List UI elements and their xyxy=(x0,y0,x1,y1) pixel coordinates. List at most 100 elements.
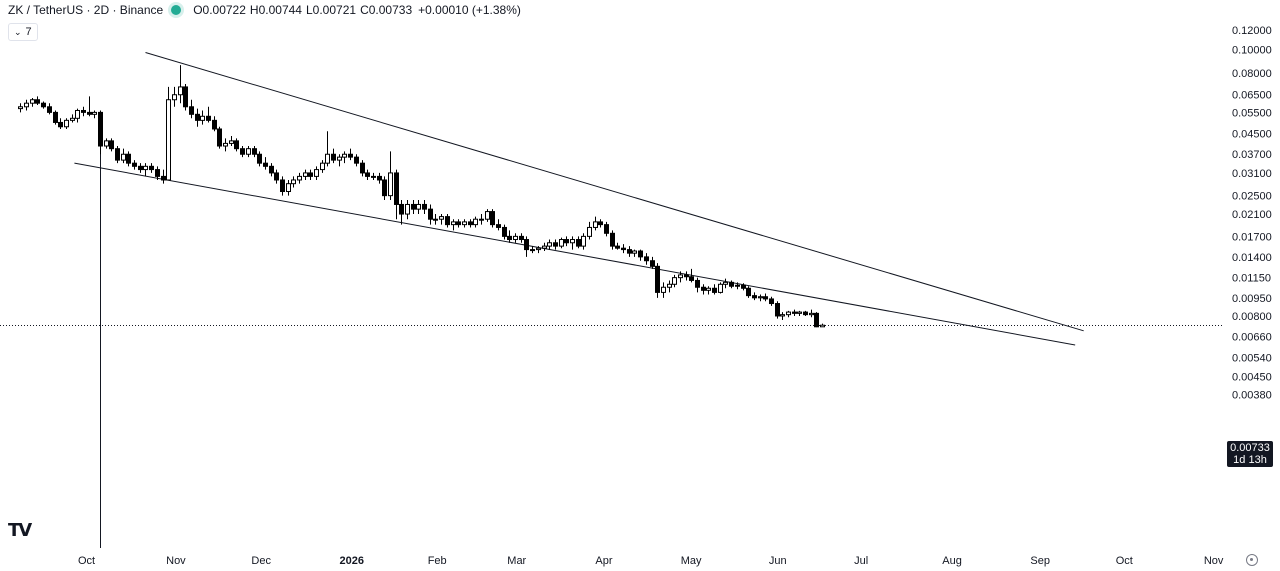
candle xyxy=(723,278,728,289)
y-tick-label: 0.12000 xyxy=(1232,25,1272,37)
candle xyxy=(644,253,649,265)
candle xyxy=(18,103,23,113)
candle-body xyxy=(183,86,188,108)
candle-body xyxy=(684,274,689,278)
x-tick-label: Oct xyxy=(78,555,95,567)
candle xyxy=(81,106,86,117)
candle xyxy=(149,163,154,173)
candle xyxy=(70,114,75,123)
candle-body xyxy=(496,224,501,228)
candle-body xyxy=(564,239,569,244)
x-tick-label: Dec xyxy=(251,555,271,567)
candle xyxy=(24,99,29,111)
candle-body xyxy=(195,113,200,121)
candle xyxy=(485,209,490,222)
y-tick-label: 0.00660 xyxy=(1232,331,1272,343)
candle-body xyxy=(462,221,467,226)
candle xyxy=(735,282,740,290)
y-tick-label: 0.01400 xyxy=(1232,252,1272,264)
candle-body xyxy=(769,298,774,305)
close-value: 0.00733 xyxy=(368,3,413,17)
candle-body xyxy=(581,235,586,247)
candle xyxy=(257,151,262,167)
candle xyxy=(479,214,484,225)
x-axis-labels: Oct Nov Dec 2026 Feb Mar Apr May Jun Jul Aug Sep Oct… xyxy=(78,555,1224,567)
candle-body xyxy=(820,324,825,328)
candle-body xyxy=(325,153,330,164)
candle xyxy=(41,101,46,109)
current-price-label: 0.00733 xyxy=(1230,442,1270,454)
tradingview-logo[interactable]: TV xyxy=(8,520,32,541)
y-tick-label: 0.03100 xyxy=(1232,168,1272,180)
candle-body xyxy=(604,224,609,234)
trendline-upper[interactable] xyxy=(145,51,1084,332)
candle-body xyxy=(695,279,700,288)
candle xyxy=(178,65,183,104)
candle xyxy=(598,219,603,228)
candle xyxy=(382,176,387,200)
candle-body xyxy=(132,162,137,167)
candle-body xyxy=(178,86,183,96)
candle-body xyxy=(405,203,410,215)
candle xyxy=(473,216,478,228)
candle xyxy=(240,146,245,158)
candle xyxy=(365,169,370,180)
candle-body xyxy=(650,260,655,267)
candle-body xyxy=(667,283,672,288)
candle xyxy=(172,86,177,107)
candle-body xyxy=(615,245,620,249)
candle-body xyxy=(542,245,547,249)
candle xyxy=(581,233,586,250)
candle-body xyxy=(598,221,603,226)
candle-body xyxy=(308,172,313,177)
candle-body xyxy=(394,172,399,205)
candle-body xyxy=(775,303,780,317)
candle xyxy=(35,96,40,105)
candle-body xyxy=(678,274,683,279)
candle-body xyxy=(570,239,575,244)
y-tick-label: 0.04500 xyxy=(1232,129,1272,141)
candle-body xyxy=(632,250,637,254)
candle xyxy=(212,116,217,132)
candle-body xyxy=(797,311,802,314)
candle xyxy=(439,214,444,225)
y-tick-label: 0.00540 xyxy=(1232,352,1272,364)
candle-body xyxy=(41,102,46,108)
candles xyxy=(18,65,825,328)
indicators-toggle-button[interactable]: ⌄ 7 xyxy=(8,23,38,41)
gear-icon[interactable] xyxy=(1246,554,1258,566)
candle xyxy=(303,169,308,180)
candle-body xyxy=(763,296,768,300)
candle xyxy=(695,277,700,293)
candle-body xyxy=(53,111,58,123)
x-tick-label: Jul xyxy=(854,555,868,567)
candle-body xyxy=(485,211,490,220)
candle-body xyxy=(627,249,632,254)
candle-body xyxy=(451,221,456,226)
candle xyxy=(701,284,706,295)
candle xyxy=(433,214,438,225)
candle-body xyxy=(524,239,529,251)
indicator-count: 7 xyxy=(25,26,32,38)
candle xyxy=(206,106,211,123)
candle-body xyxy=(149,165,154,171)
candle xyxy=(610,230,615,250)
candle-body xyxy=(189,106,194,115)
candle xyxy=(519,233,524,243)
y-tick-label: 0.00950 xyxy=(1232,293,1272,305)
candle xyxy=(405,199,410,220)
y-tick-label: 0.03700 xyxy=(1232,149,1272,161)
candle-body xyxy=(655,265,660,293)
symbol-title[interactable]: ZK / TetherUS · 2D · Binance xyxy=(8,3,164,17)
candle xyxy=(342,151,347,164)
candle xyxy=(422,199,427,215)
candle-body xyxy=(382,179,387,197)
trendline-lower[interactable] xyxy=(74,162,1076,346)
candle xyxy=(542,242,547,252)
y-tick-label: 0.10000 xyxy=(1232,44,1272,56)
candle xyxy=(411,199,416,215)
candle xyxy=(58,118,63,129)
candle-body xyxy=(200,115,205,121)
candle xyxy=(286,179,291,196)
